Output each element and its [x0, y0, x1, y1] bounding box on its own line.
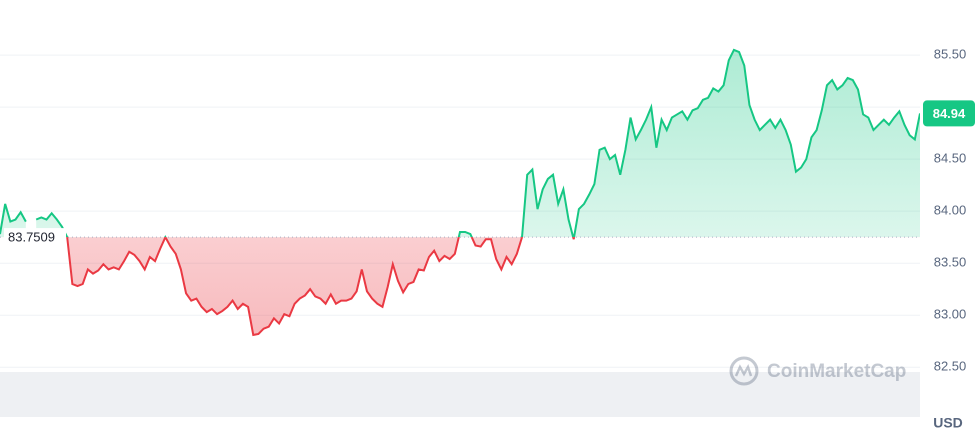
volume-area — [0, 372, 920, 417]
area-down — [67, 237, 575, 335]
current-price-bg — [923, 100, 975, 127]
current-price-label: 84.94 — [933, 106, 966, 121]
y-tick-label: 84.00 — [934, 203, 967, 218]
y-tick-label: 83.00 — [934, 307, 967, 322]
y-tick-label: 82.50 — [934, 359, 967, 374]
baseline-label: 83.7509 — [8, 230, 55, 245]
y-tick-label: 85.50 — [934, 47, 967, 62]
currency-label: USD — [933, 415, 963, 431]
area-up — [0, 49, 920, 238]
price-line-down — [66, 237, 576, 337]
y-tick-label: 84.50 — [934, 151, 967, 166]
watermark: CoinMarketCap — [767, 361, 906, 382]
baseline-label-bg — [4, 228, 66, 247]
y-tick-label: 83.50 — [934, 255, 967, 270]
price-line-up — [0, 48, 920, 238]
watermark-logo — [729, 356, 759, 386]
